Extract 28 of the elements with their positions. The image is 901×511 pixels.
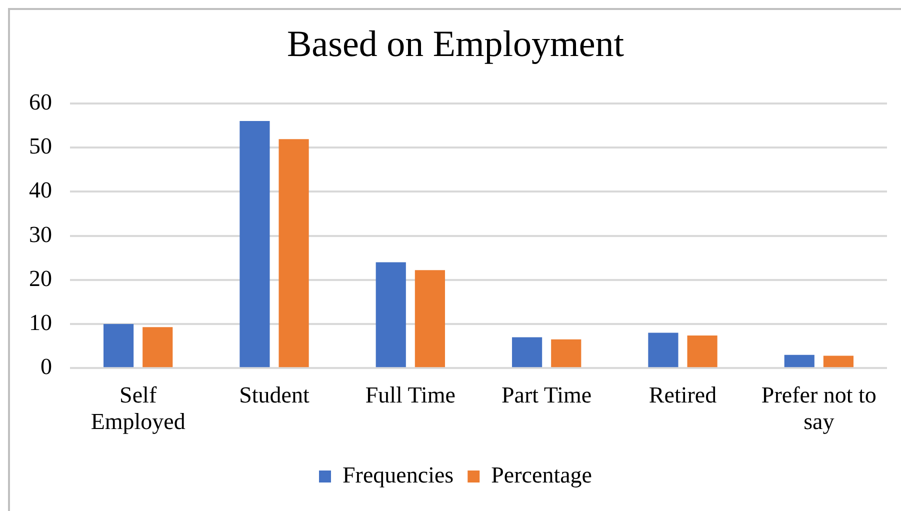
bar xyxy=(104,324,134,368)
bar xyxy=(414,270,446,368)
bar xyxy=(240,121,270,368)
x-tick-label: Full Time xyxy=(365,382,456,408)
bar xyxy=(512,337,542,368)
y-tick-label: 10 xyxy=(29,310,52,336)
bar xyxy=(823,356,854,368)
bar xyxy=(376,262,406,368)
bar xyxy=(648,332,678,368)
chart-title: Based on Employment xyxy=(286,24,625,65)
legend-label: Percentage xyxy=(491,462,592,488)
bar xyxy=(687,335,718,368)
y-tick-label: 60 xyxy=(29,89,52,114)
bar xyxy=(784,354,814,368)
y-tick-label: 50 xyxy=(29,134,52,159)
y-tick-label: 40 xyxy=(29,178,52,203)
y-tick-label: 0 xyxy=(40,354,52,380)
x-tick-label: Self Employed xyxy=(90,382,186,434)
y-tick-label: 30 xyxy=(29,222,52,247)
legend-label: Frequencies xyxy=(342,462,454,488)
x-tick-label: Prefer not to say xyxy=(761,382,876,434)
x-tick-label: Part Time xyxy=(502,382,592,408)
bar xyxy=(278,139,309,368)
x-tick-label: Student xyxy=(239,382,310,408)
bar xyxy=(142,327,173,368)
y-tick-label: 20 xyxy=(29,266,52,291)
bar xyxy=(551,339,582,368)
x-tick-label: Retired xyxy=(648,382,718,408)
